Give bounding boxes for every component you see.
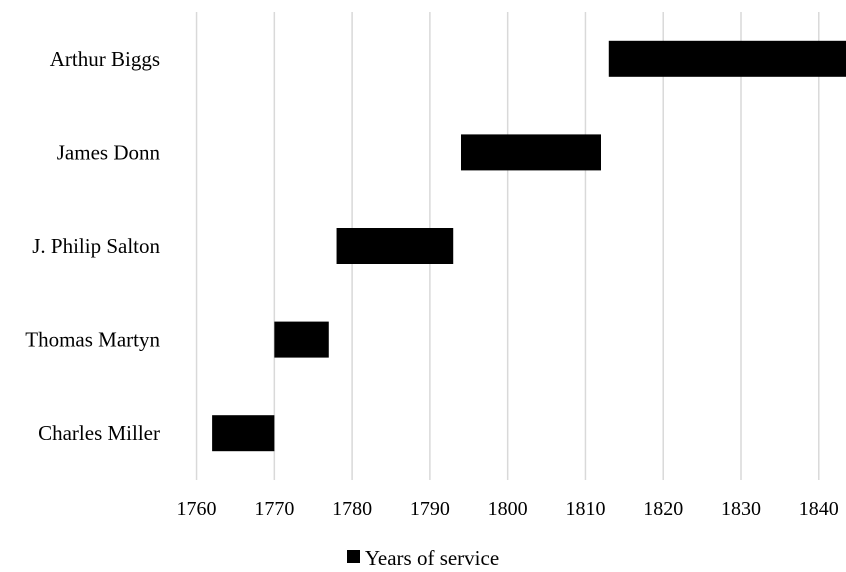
gantt-chart: Charles Miller Thomas Martyn J. Philip Sal… xyxy=(25,12,846,520)
category-label: Arthur Biggs xyxy=(50,47,160,71)
bar-charles-miller xyxy=(212,415,275,452)
category-label: Thomas Martyn xyxy=(25,328,160,352)
x-tick-label: 1830 xyxy=(721,498,761,520)
legend: Years of service xyxy=(0,544,846,570)
legend-swatch xyxy=(346,549,360,563)
bar-james-donn xyxy=(461,134,601,171)
category-label: James Donn xyxy=(57,140,161,164)
x-tick-label: 1760 xyxy=(177,498,217,520)
bar-j-philip-salton xyxy=(336,228,454,264)
bar-thomas-martyn xyxy=(274,321,329,358)
x-tick-label: 1770 xyxy=(254,498,294,520)
bar-arthur-biggs xyxy=(608,40,846,77)
category-label: J. Philip Salton xyxy=(32,234,160,258)
grid-lines xyxy=(195,12,820,480)
category-label: Charles Miller xyxy=(38,421,160,445)
bars xyxy=(212,40,846,452)
x-tick-label: 1790 xyxy=(410,498,450,520)
x-tick-label: 1780 xyxy=(332,498,372,520)
x-tick-label: 1840 xyxy=(799,498,839,520)
x-tick-labels: 1760 1770 1780 1790 1800 1810 1820 1830 1840 xyxy=(177,498,839,520)
x-tick-label: 1810 xyxy=(565,498,605,520)
x-tick-label: 1820 xyxy=(643,498,683,520)
category-labels: Charles Miller Thomas Martyn J. Philip Sal… xyxy=(25,47,160,445)
x-tick-label: 1800 xyxy=(488,498,528,520)
legend-label: Years of service xyxy=(364,546,500,571)
